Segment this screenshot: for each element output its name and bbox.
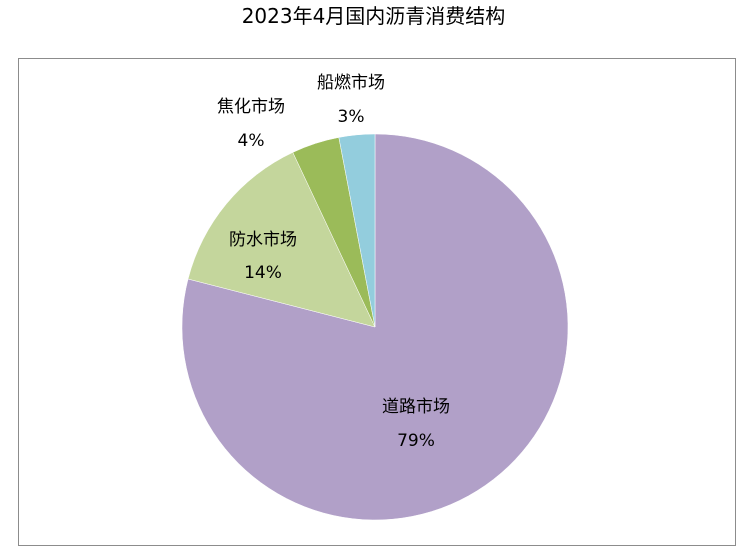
plot-area-frame (18, 58, 736, 546)
slice-category-label: 防水市场 (229, 230, 297, 250)
slice-category-label: 船燃市场 (317, 73, 385, 93)
slice-category-label: 道路市场 (382, 397, 450, 417)
slice-category-label: 焦化市场 (217, 97, 285, 117)
pie-slice-2 (187, 152, 376, 328)
pie-slice-1 (181, 133, 569, 521)
chart-title: 2023年4月国内沥青消费结构 (241, 4, 506, 28)
slice-value-label: 3% (338, 107, 365, 127)
pie-slice-4 (338, 133, 376, 328)
slice-value-label: 14% (244, 263, 282, 283)
pie-slices (181, 133, 569, 521)
pie-labels: 道路市场 79% 防水市场 14% 焦化市场 4% 船燃市场 3% (217, 73, 450, 451)
slice-value-label: 79% (397, 431, 435, 451)
slice-value-label: 4% (238, 131, 265, 151)
